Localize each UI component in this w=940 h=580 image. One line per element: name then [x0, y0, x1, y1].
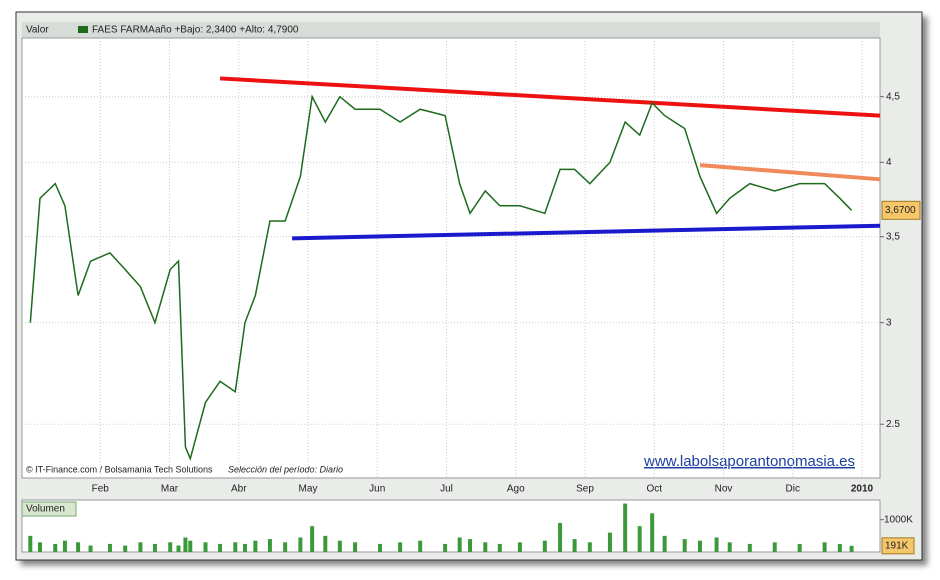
volume-bar: [714, 537, 719, 552]
y-tick-label: 3,5: [886, 231, 900, 242]
volume-area: [21, 499, 881, 553]
x-tick-label: Oct: [646, 484, 662, 495]
volume-bar: [572, 539, 577, 552]
y-tick-label: 3: [886, 317, 892, 328]
trend-line: [699, 163, 881, 182]
volume-bar: [188, 540, 193, 552]
volume-bar: [233, 542, 238, 552]
volume-bar: [183, 537, 188, 552]
volume-bar: [542, 540, 547, 552]
volume-bar: [517, 542, 522, 552]
volume-bar: [218, 543, 223, 552]
volume-bar: [837, 543, 842, 552]
x-tick-label: May: [299, 484, 318, 495]
y-tick-label: 4: [886, 157, 892, 168]
volume-bar: [497, 543, 502, 552]
x-tick-label: Abr: [231, 484, 247, 495]
volume-bar: [650, 513, 655, 552]
volume-bar: [123, 545, 128, 552]
volume-bar: [607, 532, 612, 552]
volume-tab: [21, 501, 77, 517]
volume-bar: [797, 543, 802, 552]
last-volume-label: 191K: [885, 540, 909, 551]
volume-bar: [587, 542, 592, 552]
y-tick-label: 1000K: [884, 514, 913, 525]
volume-bar: [443, 543, 448, 552]
volume-bar: [138, 542, 143, 552]
volume-bar: [353, 542, 358, 552]
volume-bar: [662, 535, 667, 552]
volume-bar: [682, 539, 687, 552]
header-name: FAES FARMA: [92, 25, 155, 36]
volume-bar: [76, 542, 81, 552]
credits: © IT-Finance.com / Bolsamania Tech Solut…: [26, 464, 213, 474]
volume-bar: [483, 542, 488, 552]
volume-bar: [38, 542, 43, 552]
price-line: [29, 94, 853, 462]
volume-bar: [378, 543, 383, 552]
volume-bar: [310, 526, 315, 552]
x-tick-label: Jul: [440, 484, 453, 495]
volume-bar: [88, 545, 93, 552]
header-bar: [22, 22, 880, 38]
volume-bar: [242, 543, 247, 552]
volume-bar: [398, 542, 403, 552]
volume-title: Volumen: [26, 504, 65, 515]
volume-bar: [418, 540, 423, 552]
x-tick-label: Sep: [576, 484, 594, 495]
volume-bar: [558, 522, 563, 552]
volume-bar: [697, 540, 702, 552]
volume-bar: [323, 535, 328, 552]
volume-bar: [53, 543, 58, 552]
volume-bar: [203, 542, 208, 552]
volume-bar: [337, 540, 342, 552]
watermark: www.labolsaporantonomasia.es: [643, 453, 855, 470]
x-tick-label: Mar: [161, 484, 179, 495]
volume-bar: [253, 540, 258, 552]
volume-bar: [747, 543, 752, 552]
volume-bar: [457, 537, 462, 552]
volume-bar: [727, 542, 732, 552]
volume-bar: [468, 539, 473, 552]
volume-bar: [637, 526, 642, 552]
volume-bar: [623, 503, 628, 552]
volume-bar: [267, 539, 272, 552]
header-range: año +Bajo: 2,3400 +Alto: 4,7900: [155, 25, 299, 36]
x-tick-label: 2010: [851, 484, 874, 495]
x-tick-label: Ago: [507, 484, 525, 495]
header-label: Valor: [26, 25, 49, 36]
last-price-box: [881, 200, 921, 220]
legend-swatch: [78, 26, 88, 33]
period: Selección del período: Diario: [228, 464, 343, 474]
x-tick-label: Dic: [786, 484, 800, 495]
x-tick-label: Nov: [715, 484, 733, 495]
volume-bar: [772, 542, 777, 552]
x-tick-label: Jun: [369, 484, 385, 495]
volume-bar: [298, 537, 303, 552]
volume-bar: [283, 542, 288, 552]
y-tick-label: 2.5: [886, 419, 900, 430]
plot-area: [21, 37, 881, 479]
volume-bar: [28, 535, 33, 552]
trend-line: [219, 76, 881, 118]
y-tick-label: 4,5: [886, 91, 900, 102]
volume-bar: [849, 545, 854, 552]
volume-bar: [152, 543, 157, 552]
volume-bar: [62, 540, 67, 552]
last-volume-box: [881, 537, 915, 555]
last-price-label: 3,6700: [885, 205, 916, 216]
volume-bar: [822, 542, 827, 552]
volume-bar: [107, 543, 112, 552]
volume-bar: [176, 545, 181, 552]
x-tick-label: Feb: [92, 484, 110, 495]
volume-bar: [168, 542, 173, 552]
trend-line: [292, 223, 881, 241]
